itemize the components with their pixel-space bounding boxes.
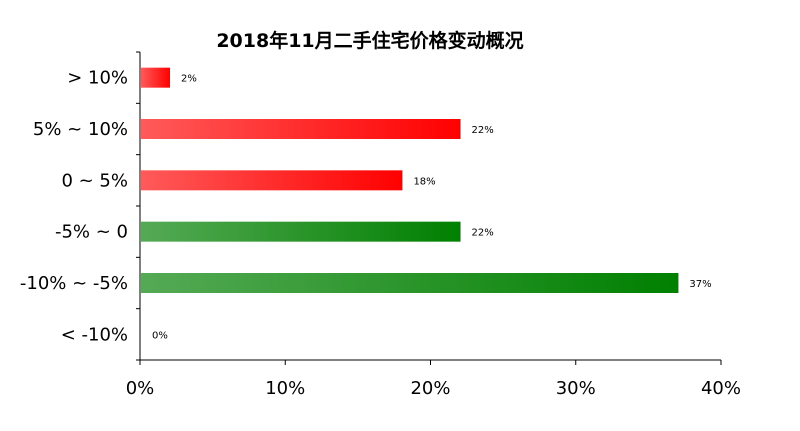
category-label: < -10%	[61, 324, 128, 345]
category-label: -5% ~ 0	[55, 222, 128, 243]
data-label: 22%	[472, 228, 494, 239]
category-label: -10% ~ -5%	[20, 273, 128, 294]
x-tick-label: 40%	[701, 378, 741, 399]
category-label: > 10%	[67, 68, 128, 89]
data-label: 0%	[152, 330, 168, 341]
bar	[141, 221, 461, 242]
category-label: 5% ~ 10%	[33, 119, 128, 140]
x-tick-label: 30%	[556, 378, 596, 399]
x-tick-label: 20%	[410, 378, 450, 399]
data-label: 22%	[472, 125, 494, 136]
plot-area: 0% 10% 20% 30% 40% > 10% 2% 5% ~ 10% 22% 0 ~ 5% 18…	[20, 51, 741, 399]
data-label: 18%	[413, 176, 435, 187]
x-tick-label: 10%	[265, 378, 305, 399]
chart-title: 2018年11月二手住宅价格变动概况	[216, 29, 523, 52]
bar	[141, 67, 171, 88]
x-tick-label: 0%	[126, 378, 155, 399]
bar	[141, 119, 461, 139]
bar	[141, 170, 403, 191]
bar	[141, 273, 679, 293]
data-label: 2%	[181, 74, 197, 85]
category-label: 0 ~ 5%	[61, 170, 128, 191]
data-label: 37%	[689, 279, 711, 290]
